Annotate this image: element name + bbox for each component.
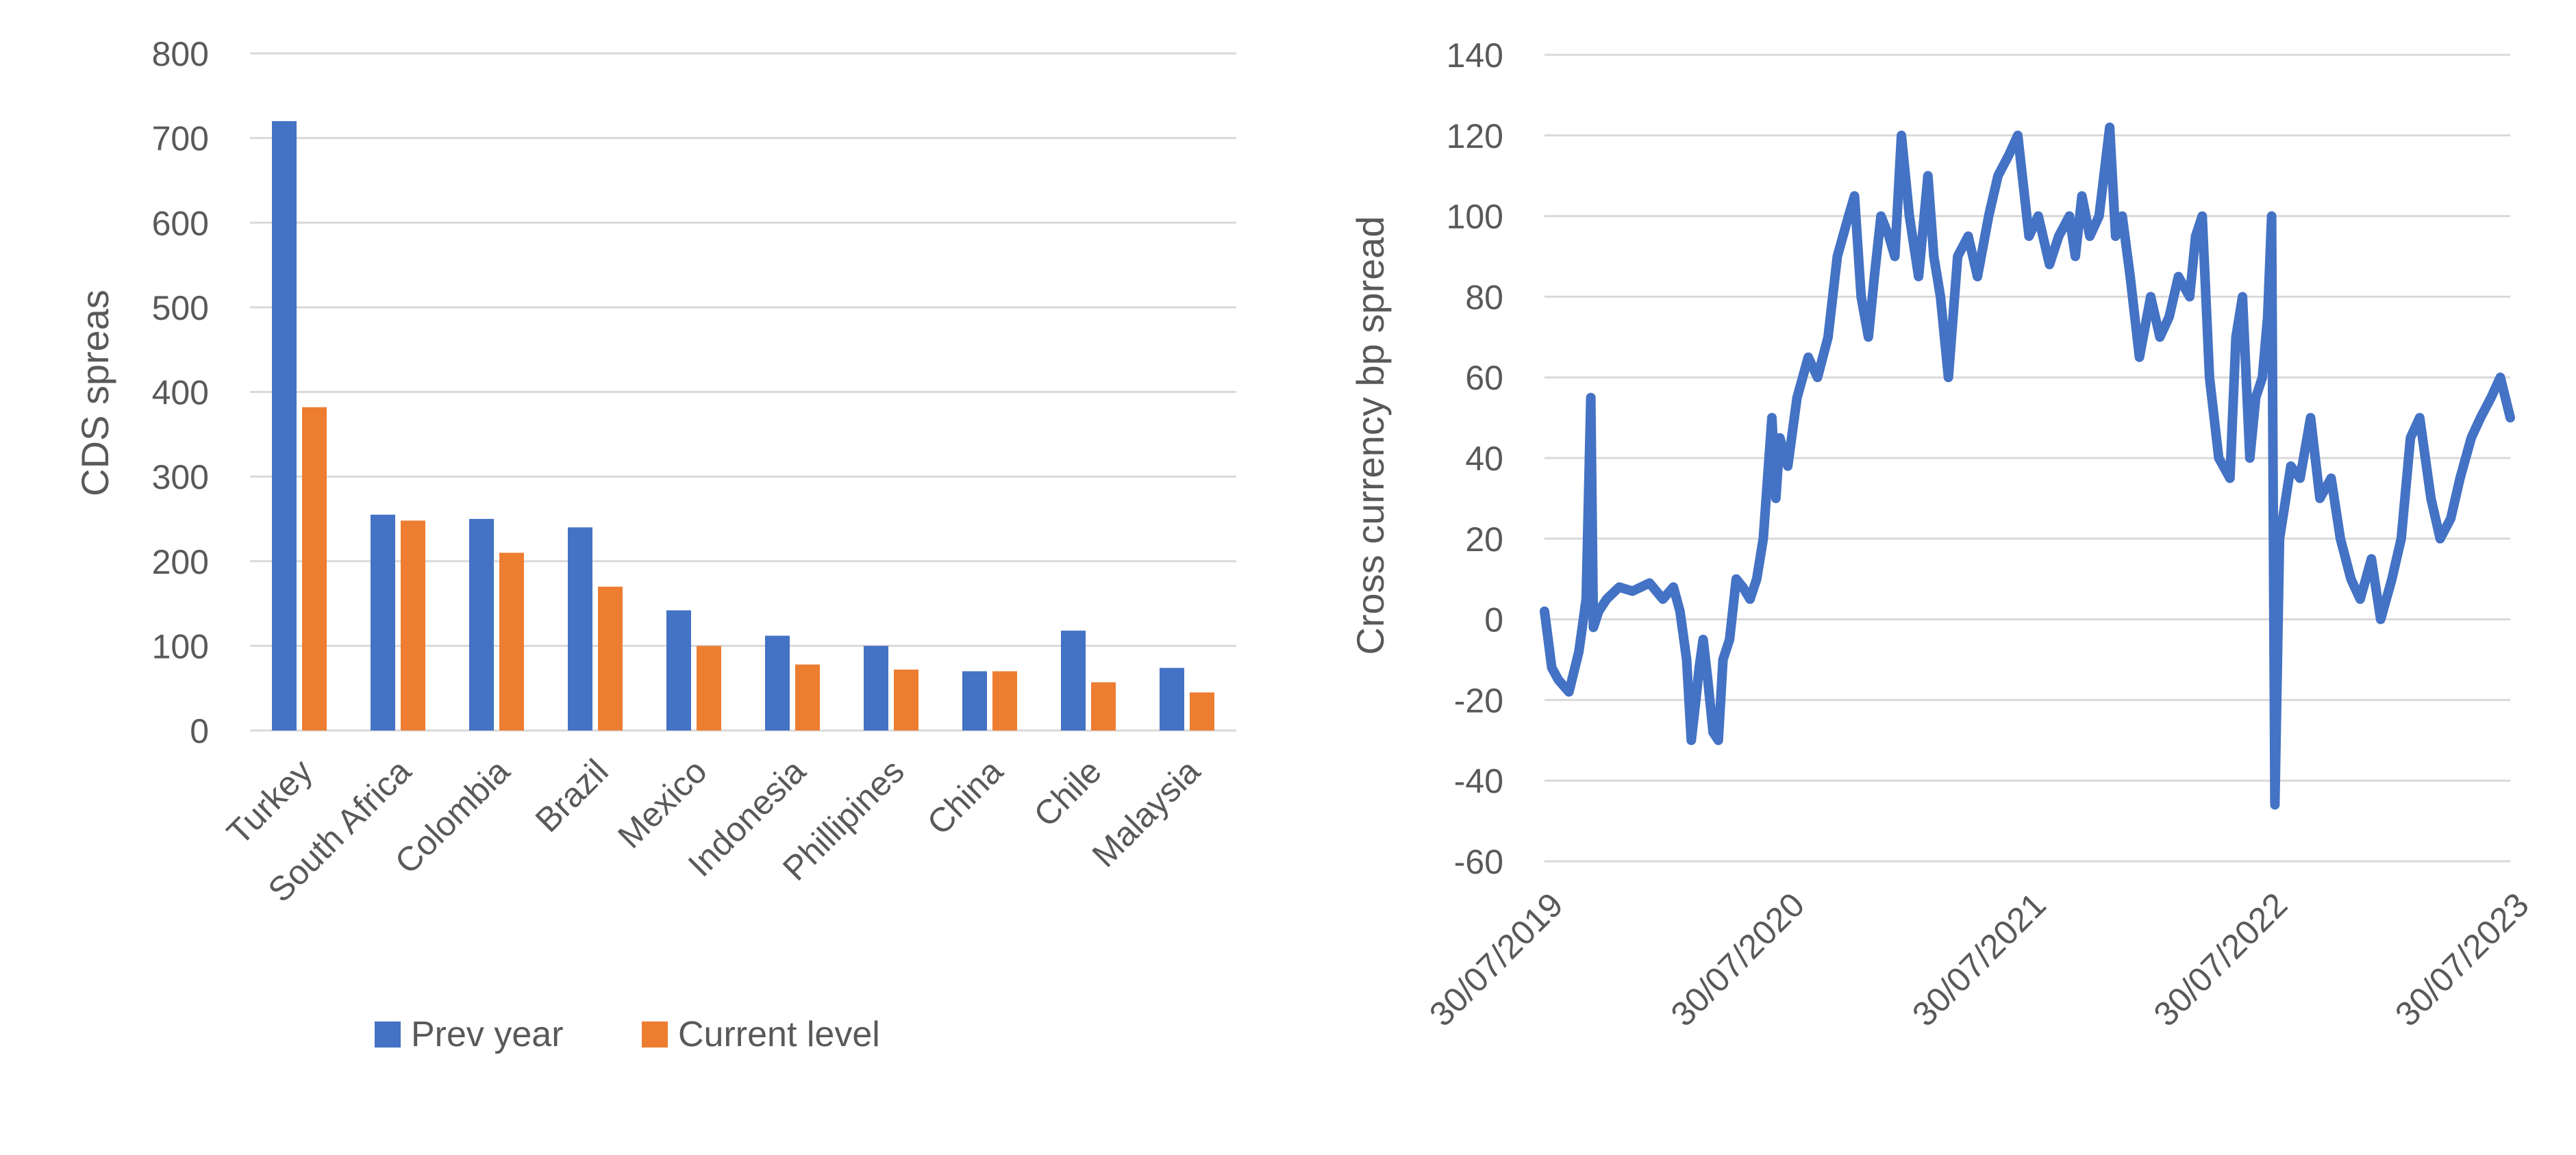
y-tick-label: 300 bbox=[152, 458, 209, 496]
x-tick-label-chile: Chile bbox=[1027, 752, 1109, 834]
y-tick-label: 60 bbox=[1465, 359, 1503, 397]
y-tick-label: -40 bbox=[1454, 762, 1503, 800]
y-tick-label: 0 bbox=[190, 712, 209, 750]
y-tick-label: -60 bbox=[1454, 843, 1503, 881]
y-tick-label: 140 bbox=[1447, 36, 1503, 75]
bar-chart-gridlines bbox=[250, 52, 1236, 732]
bar-chart-y-axis-ticks: 0 100 200 300 400 500 600 700 800 bbox=[152, 35, 209, 750]
bar-prev-year-china bbox=[962, 671, 987, 731]
x-tick-label-30-07-2022: 30/07/2022 bbox=[2147, 885, 2295, 1034]
x-tick-label-30-07-2020: 30/07/2020 bbox=[1664, 885, 1812, 1034]
line-chart-x-axis-ticks: 30/07/2019 30/07/2020 30/07/2021 30/07/2022… bbox=[1422, 885, 2536, 1034]
bar-current-level-mexico bbox=[697, 646, 721, 731]
legend-swatch-prev-year bbox=[375, 1021, 401, 1048]
y-tick-label: 100 bbox=[1447, 198, 1503, 236]
x-tick-label-brazil: Brazil bbox=[528, 752, 616, 839]
legend-swatch-current-level bbox=[642, 1021, 668, 1048]
bar-prev-year-turkey bbox=[272, 120, 297, 731]
bar-prev-year-mexico bbox=[666, 610, 691, 731]
x-tick-label-30-07-2023: 30/07/2023 bbox=[2388, 885, 2536, 1034]
line-chart-y-axis-ticks: -60 -40 -20 0 20 40 60 80 100 120 140 bbox=[1447, 36, 1503, 881]
bar-current-level-china bbox=[992, 671, 1017, 731]
bar-prev-year-colombia bbox=[469, 518, 494, 731]
line-chart-y-axis-label: Cross currency bp spread bbox=[1349, 216, 1392, 655]
y-tick-label: 200 bbox=[152, 543, 209, 581]
bar-prev-year-indonesia bbox=[765, 635, 790, 731]
bar-chart-y-axis-label: CDS spreas bbox=[73, 290, 116, 496]
bar-chart-bars bbox=[272, 120, 1214, 731]
bar-prev-year-malaysia bbox=[1160, 668, 1184, 731]
bar-current-level-chile bbox=[1091, 682, 1116, 731]
bar-current-level-phillipines bbox=[894, 669, 918, 731]
y-tick-label: 700 bbox=[152, 120, 209, 158]
y-tick-label: -20 bbox=[1454, 681, 1503, 720]
y-tick-label: 120 bbox=[1447, 117, 1503, 155]
line-series-cross-currency-spread bbox=[1540, 123, 2515, 810]
x-tick-label-30-07-2021: 30/07/2021 bbox=[1905, 885, 2053, 1034]
x-tick-label-malaysia: Malaysia bbox=[1085, 752, 1208, 874]
x-tick-label-30-07-2019: 30/07/2019 bbox=[1422, 885, 1571, 1034]
y-tick-label: 80 bbox=[1465, 278, 1503, 316]
y-tick-label: 500 bbox=[152, 289, 209, 327]
x-tick-label-china: China bbox=[920, 752, 1010, 842]
y-tick-label: 800 bbox=[152, 35, 209, 73]
x-tick-label-turkey: Turkey bbox=[219, 752, 319, 852]
bar-current-level-south-africa bbox=[401, 520, 425, 731]
bar-chart-legend: Prev year Current level bbox=[375, 1015, 880, 1054]
y-tick-label: 100 bbox=[152, 627, 209, 665]
y-tick-label: 20 bbox=[1465, 520, 1503, 559]
bar-prev-year-brazil bbox=[568, 527, 592, 731]
bar-current-level-colombia bbox=[499, 553, 524, 731]
y-tick-label: 0 bbox=[1484, 601, 1503, 639]
bar-current-level-indonesia bbox=[795, 664, 820, 731]
legend-label-current-level: Current level bbox=[678, 1015, 880, 1054]
bar-current-level-turkey bbox=[302, 407, 327, 731]
bar-prev-year-chile bbox=[1061, 631, 1086, 731]
bar-current-level-brazil bbox=[598, 586, 623, 731]
bar-prev-year-phillipines bbox=[864, 646, 888, 731]
y-tick-label: 600 bbox=[152, 204, 209, 242]
bar-prev-year-south-africa bbox=[371, 514, 395, 731]
y-tick-label: 40 bbox=[1465, 440, 1503, 478]
bar-current-level-malaysia bbox=[1190, 692, 1214, 731]
y-tick-label: 400 bbox=[152, 374, 209, 412]
legend-label-prev-year: Prev year bbox=[411, 1015, 564, 1054]
